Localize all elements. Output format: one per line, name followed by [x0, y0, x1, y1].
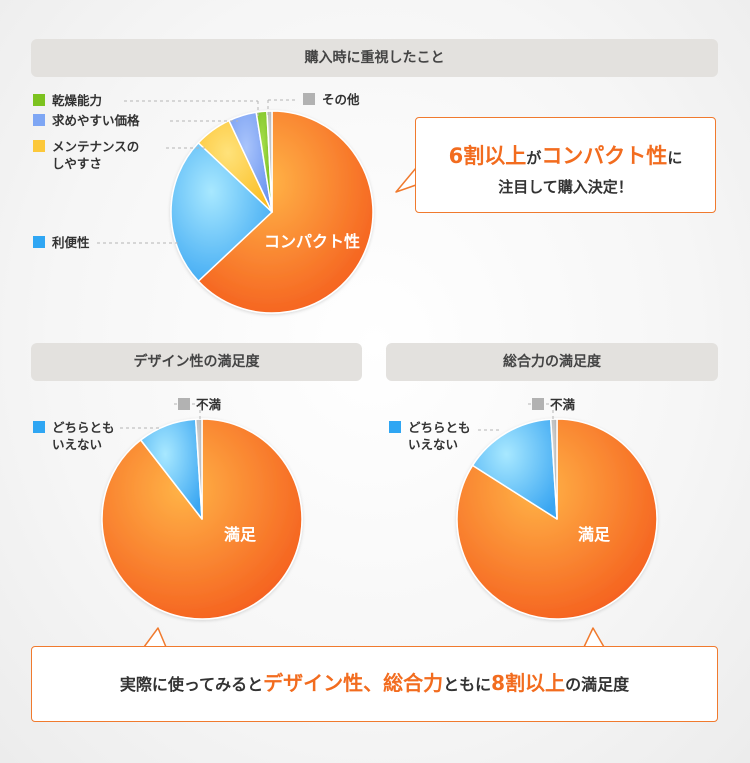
pie2-slice-1 — [471, 418, 558, 520]
pie-purchase — [170, 110, 374, 314]
legend-label-dochira-overall-line1: どちらとも — [408, 420, 471, 435]
legend-label-kanso: 乾燥能力 — [52, 93, 103, 108]
callout-top-line1: 6割以上がコンパクト性に — [416, 140, 715, 170]
pie-label-manzoku-design: 満足 — [224, 525, 257, 544]
callout-top-line2: 注目して購入決定！ — [498, 178, 633, 196]
pie-label-compact: コンパクト性 — [264, 232, 361, 251]
legend-label-dochira-design-line2: いえない — [52, 437, 103, 452]
pie-label-manzoku-overall: 満足 — [578, 525, 611, 544]
callout-top-emph1: 6割以上 — [448, 144, 527, 168]
legend-swatch-kanso — [33, 94, 45, 106]
legend-label-maint-line1: メンテナンスの — [52, 139, 140, 154]
legend-label-kakaku: 求めやすい価格 — [52, 113, 140, 128]
callout-bottom-emph2: 8割以上 — [491, 671, 566, 695]
legend-swatch-sonota — [303, 93, 315, 105]
callout-bottom-emph1: デザイン性、総合力 — [263, 671, 444, 695]
legend-swatch-dochira-design — [33, 421, 45, 433]
pie0-slice-1 — [170, 142, 273, 282]
callout-bottom: 実際に使ってみるとデザイン性、総合力ともに8割以上の満足度 — [31, 646, 718, 722]
legend-label-sonota: その他 — [322, 92, 360, 107]
callout-bottom-post: の満足度 — [565, 675, 630, 694]
legend-swatch-fuman-design — [178, 398, 190, 410]
callout-top-mid: が — [526, 149, 542, 167]
legend-label-dochira-design-line1: どちらとも — [52, 420, 115, 435]
legend-label-fuman-overall: 不満 — [550, 397, 576, 412]
chart-title-purchase: 購入時に重視したこと — [31, 39, 718, 77]
legend-label-fuman-design: 不満 — [196, 397, 222, 412]
pie-design — [101, 418, 303, 620]
legend-label-dochira-overall-line2: いえない — [408, 437, 459, 452]
chart-title-design: デザイン性の満足度 — [31, 343, 362, 381]
callout-bottom-tail-right — [583, 627, 605, 648]
pie0-slice-0 — [197, 110, 374, 314]
legend-swatch-maint — [33, 140, 45, 152]
pie1-slice-2 — [194, 418, 203, 520]
legend-label-dochira-overall: どちらとも いえない — [408, 419, 471, 453]
callout-bottom-tail-left — [143, 627, 167, 648]
callout-bottom-mid: ともに — [443, 675, 492, 694]
pie0-slice-5 — [266, 110, 273, 213]
callout-top-emph2: コンパクト性 — [541, 144, 668, 168]
callout-bottom-pre: 実際に使ってみると — [119, 675, 264, 694]
callout-top-tail-text: に — [667, 149, 683, 167]
callout-top: 6割以上がコンパクト性に 注目して購入決定！ — [415, 117, 716, 213]
chart-title-overall: 総合力の満足度 — [386, 343, 718, 381]
pie2-slice-2 — [549, 418, 558, 520]
legend-swatch-dochira-overall — [389, 421, 401, 433]
legend-swatch-kakaku — [33, 114, 45, 126]
callout-top-tail — [395, 167, 417, 193]
legend-swatch-fuman-overall — [532, 398, 544, 410]
legend-label-maint-line2: しやすさ — [52, 156, 102, 171]
legend-label-dochira-design: どちらとも いえない — [52, 419, 115, 453]
pie-overall — [456, 418, 658, 620]
legend-label-maint: メンテナンスの しやすさ — [52, 138, 139, 172]
legend-label-ribensei: 利便性 — [52, 235, 90, 250]
legend-swatch-ribensei — [33, 236, 45, 248]
